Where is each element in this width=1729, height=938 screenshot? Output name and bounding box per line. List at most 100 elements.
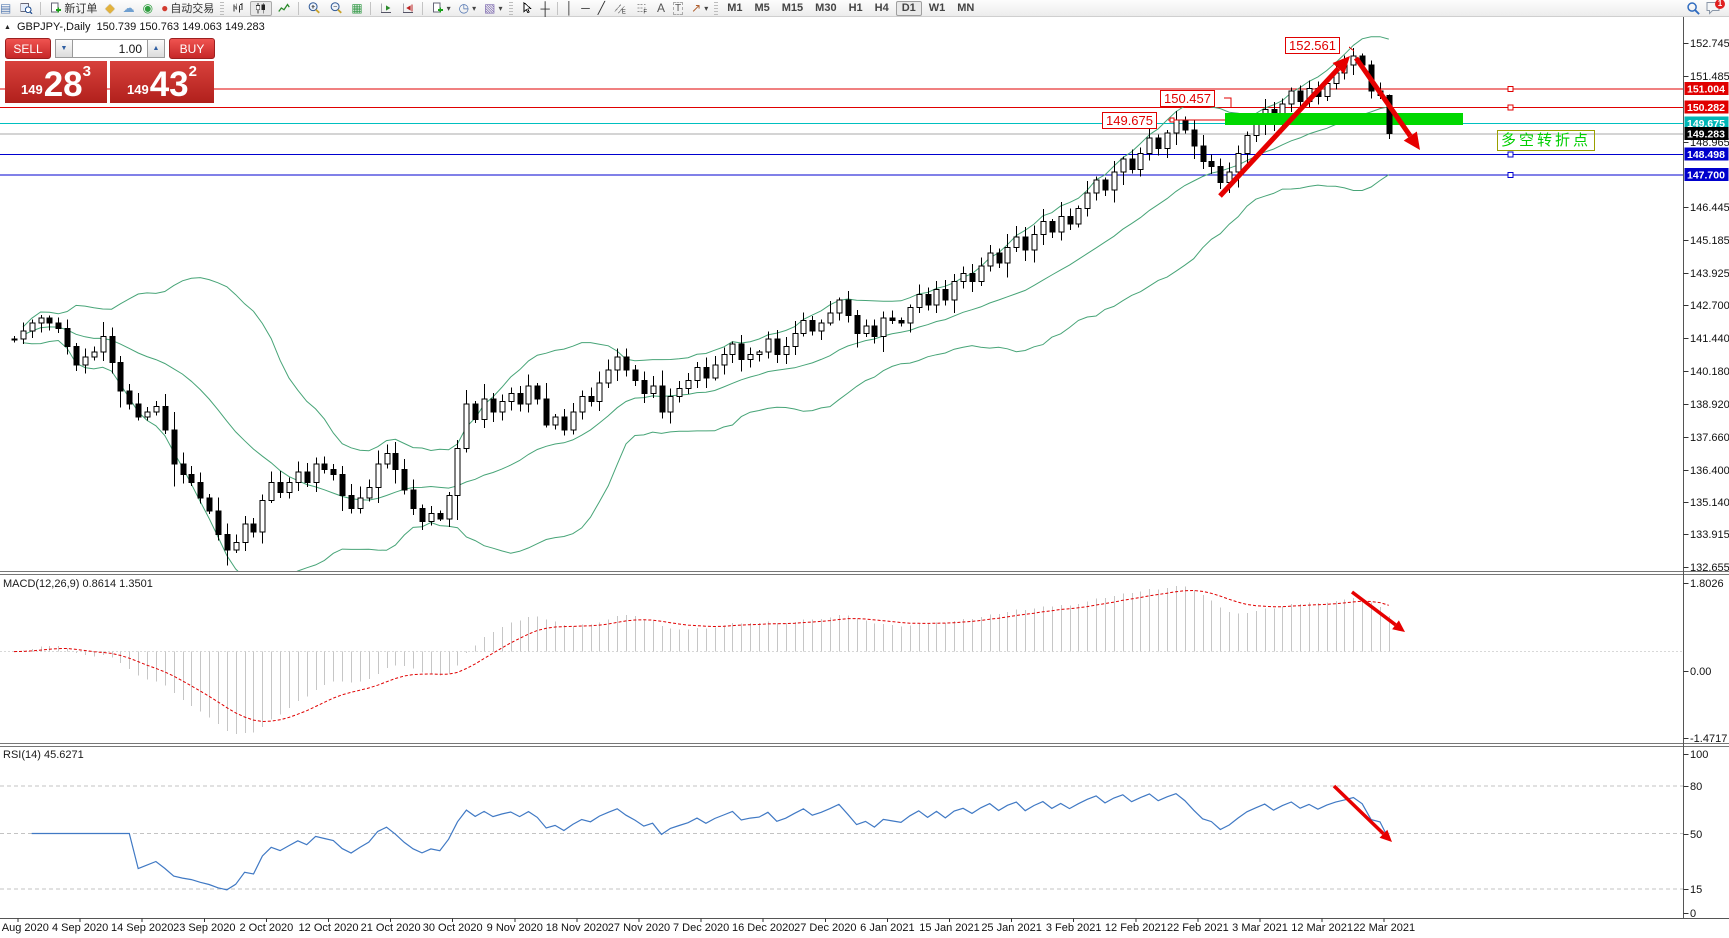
timeframe-m15[interactable]: M15 — [781, 1, 804, 14]
indicators-button[interactable]: ▾ — [428, 1, 454, 16]
trend-arrow-head — [1403, 131, 1420, 150]
candle-body — [197, 481, 204, 499]
candle-body — [792, 333, 799, 348]
price-tick-label: 136.400 — [1690, 465, 1729, 477]
candle-body — [109, 335, 116, 363]
trend-arrow — [1218, 66, 1341, 198]
candle-body — [366, 487, 373, 499]
line-chart-mode-button[interactable] — [274, 1, 294, 16]
peak-price-label[interactable]: 152.561 — [1285, 37, 1340, 54]
timeframe-h4[interactable]: H4 — [874, 1, 889, 14]
signal-icon[interactable]: ◉ — [142, 0, 154, 15]
candle-body — [499, 400, 506, 413]
candle-body — [694, 367, 701, 382]
timeframe-h1[interactable]: H1 — [848, 1, 863, 14]
timeframe-m5[interactable]: M5 — [754, 1, 770, 14]
periods-button[interactable]: ◷ ▾ — [458, 0, 477, 15]
buy-button[interactable]: BUY — [169, 38, 215, 59]
timeframe-mn[interactable]: MN — [957, 1, 975, 14]
sell-price[interactable]: 149 28 3 — [5, 61, 107, 103]
trend-arrow-head — [1379, 829, 1392, 842]
svg-text:F: F — [643, 9, 647, 15]
support-price-label[interactable]: 149.675 — [1102, 112, 1157, 129]
sell-button[interactable]: SELL — [5, 38, 51, 59]
candle-body — [38, 317, 45, 324]
candle-body — [1093, 179, 1100, 194]
one-click-collapse-arrow[interactable]: ▲ — [4, 23, 11, 31]
candle-body — [392, 453, 399, 470]
toolbar-grip[interactable] — [714, 1, 719, 15]
new-order-button[interactable]: 新订单 — [46, 1, 100, 16]
price-tick-label: 140.180 — [1690, 366, 1729, 378]
chart-shift-button[interactable] — [398, 1, 418, 16]
price-tick-label: 146.445 — [1690, 202, 1729, 214]
macd-signal-line — [13, 589, 1389, 723]
svg-text:E: E — [622, 9, 626, 15]
price-badge-label: 147.700 — [1687, 170, 1725, 182]
candle-body — [437, 513, 444, 520]
buy-price[interactable]: 149 43 2 — [110, 61, 214, 103]
timeframe-w1[interactable]: W1 — [928, 1, 946, 14]
candle-body — [73, 346, 80, 366]
date-tick-label: 6 Jan 2021 — [860, 922, 914, 934]
new-chart-window-icon[interactable]: ▤ — [0, 0, 12, 15]
auto-scroll-button[interactable] — [376, 1, 396, 16]
templates-button[interactable]: ▧ ▾ — [484, 0, 503, 15]
trendline-tool[interactable]: ╱ — [597, 0, 605, 15]
bollinger-lower — [22, 174, 1390, 572]
candle-body — [375, 463, 382, 489]
notifications-button[interactable]: 1 — [1705, 0, 1725, 16]
price-tick-label: 133.915 — [1690, 529, 1729, 541]
candle-body — [818, 322, 825, 332]
candle-body — [215, 510, 222, 535]
indicator-tick-label: 15 — [1690, 884, 1702, 896]
text-tool[interactable]: A — [657, 0, 666, 15]
candle-body — [162, 406, 169, 431]
candle-body — [55, 322, 62, 329]
horizontal-line-tool[interactable]: ─ — [581, 0, 590, 15]
candle-body — [1146, 137, 1153, 155]
volume-field[interactable]: 1.00 — [73, 39, 147, 58]
date-tick-label: 3 Mar 2021 — [1232, 922, 1288, 934]
candle-body — [1004, 247, 1011, 264]
support-band[interactable] — [1225, 113, 1463, 125]
chart-canvas[interactable]: 152.745 151.485 148.965 146.445 145.185 143.9… — [0, 17, 1729, 938]
candle-body — [321, 463, 328, 470]
zoom-out-button[interactable] — [326, 1, 346, 16]
candle-body — [907, 307, 914, 324]
price-badge — [1684, 116, 1729, 130]
timeframe-m1[interactable]: M1 — [727, 1, 743, 14]
candle-body — [1022, 236, 1029, 251]
price-badge — [1684, 168, 1729, 182]
arrows-tool[interactable]: ↗ ▾ — [691, 0, 709, 15]
text-label-tool[interactable]: T — [673, 1, 684, 15]
cursor-tool-button[interactable] — [517, 1, 536, 16]
candle-chart-mode-button[interactable] — [250, 0, 273, 16]
bar-chart-mode-button[interactable] — [228, 1, 248, 16]
crosshair-tool-button[interactable]: ┼ — [540, 0, 550, 16]
equidistant-channel-tool[interactable]: E — [610, 1, 630, 16]
timeframe-d1[interactable]: D1 — [895, 0, 922, 16]
vertical-line-tool[interactable]: │ — [565, 0, 574, 15]
volume-decrease-button[interactable]: ▼ — [55, 39, 73, 58]
candle-body — [64, 327, 71, 348]
toolbar-grip[interactable] — [508, 1, 513, 15]
candle-body — [384, 453, 391, 465]
toolbar-grip[interactable] — [220, 1, 225, 15]
search-icon[interactable] — [1686, 1, 1701, 16]
candle-body — [588, 395, 595, 402]
profiles-icon[interactable] — [16, 1, 36, 16]
volume-increase-button[interactable]: ▲ — [147, 39, 165, 58]
zoom-in-button[interactable] — [304, 1, 324, 16]
indicator-tick-label: -1.4717 — [1690, 733, 1727, 745]
timeframe-m30[interactable]: M30 — [815, 1, 837, 14]
candle-body — [180, 463, 187, 475]
tile-windows-button[interactable]: ▦ — [351, 0, 363, 15]
resistance-price-label[interactable]: 150.457 — [1160, 90, 1215, 107]
candle-body — [783, 346, 790, 356]
fibonacci-tool[interactable]: F — [632, 1, 652, 16]
market-watch-icon[interactable]: ◆ — [105, 0, 115, 15]
autotrade-button[interactable]: ● 自动交易 — [161, 0, 215, 16]
data-window-icon[interactable]: ☁ — [122, 0, 135, 15]
turning-point-text[interactable]: 多空转折点 — [1497, 130, 1596, 151]
